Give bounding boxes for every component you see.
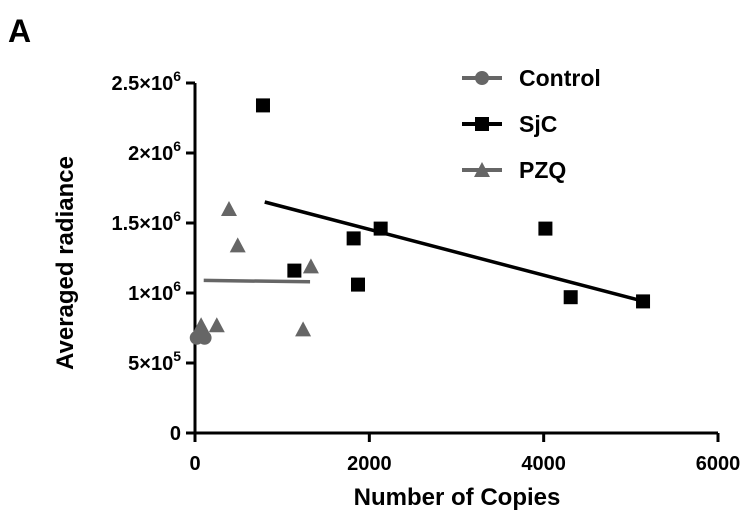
point-pzq	[208, 317, 225, 333]
legend-item-pzq: PZQ	[462, 157, 566, 183]
axes: 0 2000 4000 6000 0 5×105 1×106 1.5×106 2×106 2.5×…	[111, 68, 740, 475]
x-axis-title: Number of Copies	[354, 484, 561, 511]
legend-label-pzq: PZQ	[519, 157, 566, 183]
point-control	[197, 330, 212, 345]
point-pzq	[193, 317, 210, 333]
y-tick-label: 0	[170, 423, 181, 445]
x-tick-label: 4000	[521, 453, 566, 475]
fit-line-pzq	[203, 278, 311, 284]
legend-item-sjc: SjC	[462, 111, 557, 137]
legend-item-control: Control	[462, 65, 601, 91]
point-sjc	[255, 98, 270, 113]
point-pzq	[229, 237, 246, 253]
y-tick-label: 1.5×106	[111, 208, 181, 235]
point-sjc	[351, 277, 366, 292]
y-tick-label: 2×106	[128, 138, 181, 165]
point-pzq	[295, 321, 312, 337]
fit-lines	[203, 200, 645, 304]
legend: Control SjC PZQ	[462, 65, 601, 183]
legend-label-sjc: SjC	[519, 111, 557, 137]
y-tick-label: 2.5×106	[111, 68, 181, 95]
y-tick-label: 5×105	[128, 348, 181, 375]
point-sjc	[636, 294, 651, 309]
point-sjc	[346, 231, 361, 246]
x-tick-label: 0	[189, 453, 200, 475]
point-sjc	[287, 263, 302, 278]
point-sjc	[563, 290, 578, 305]
y-axis-title: Averaged radiance	[52, 156, 79, 370]
legend-marker-control	[475, 71, 489, 85]
fit-line-sjc	[264, 200, 645, 304]
point-pzq	[302, 258, 319, 274]
y-tick-label: 1×106	[128, 278, 181, 305]
x-tick-label: 6000	[696, 453, 741, 475]
legend-label-control: Control	[519, 65, 601, 91]
point-sjc	[373, 221, 388, 236]
point-sjc	[538, 221, 553, 236]
x-tick-label: 2000	[347, 453, 392, 475]
legend-marker-pzq	[474, 162, 490, 177]
point-pzq	[220, 201, 237, 216]
panel-label: A	[8, 13, 31, 49]
data-points	[189, 98, 651, 345]
legend-marker-sjc	[475, 117, 489, 131]
